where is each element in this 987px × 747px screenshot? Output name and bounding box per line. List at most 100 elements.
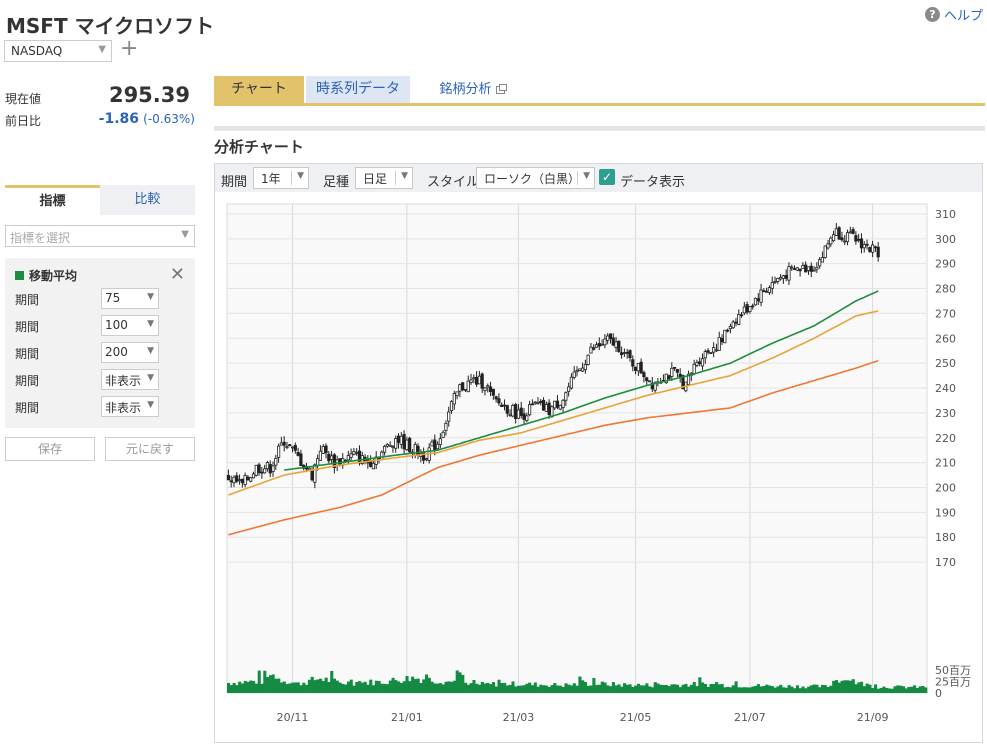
- candle-body: [603, 338, 607, 346]
- candle-body: [260, 471, 264, 474]
- stock-chart[interactable]: 20/11 21/01 21/03 21/05 21/07 21/09 310 300 290 2…: [215, 192, 982, 743]
- tab-timeseries[interactable]: 時系列データ: [306, 76, 410, 103]
- volume-bar: [673, 684, 677, 693]
- volume-bar: [874, 684, 878, 693]
- ma-period-select[interactable]: 75 ▼: [101, 288, 159, 309]
- volume-bar: [848, 680, 853, 693]
- reset-button[interactable]: 元に戻す: [105, 437, 195, 461]
- help-label: ヘルプ: [943, 9, 983, 24]
- volume-bar: [514, 686, 518, 693]
- style-value: ローソク（白黒）: [484, 172, 581, 186]
- volume-bar: [890, 688, 894, 693]
- candle-body: [324, 445, 328, 454]
- volume-bar: [781, 687, 786, 693]
- volume-bar: [681, 684, 685, 693]
- candle-body: [480, 373, 484, 389]
- moving-average-panel: 移動平均 ✕ 期間 75 ▼ 期間 100 ▼ 期間 200 ▼ 期間 非表示 ▼ 期間…: [5, 258, 195, 428]
- save-button[interactable]: 保存: [5, 437, 95, 461]
- volume-bar: [595, 684, 599, 693]
- tab-analysis[interactable]: 銘柄分析: [420, 76, 524, 103]
- foot-select[interactable]: 日足 ▼: [355, 167, 413, 189]
- ma-period-select[interactable]: 非表示 ▼: [101, 396, 159, 417]
- exchange-select[interactable]: NASDAQ ▼: [4, 40, 112, 62]
- candle-body: [770, 282, 774, 289]
- volume-bar: [709, 683, 713, 693]
- candle-body: [313, 464, 317, 483]
- indicator-select[interactable]: 指標を選択 ▼: [5, 225, 195, 247]
- volume-bar: [901, 686, 905, 693]
- volume-bar: [477, 684, 482, 693]
- volume-bar: [408, 681, 412, 693]
- ma-period-select[interactable]: 200 ▼: [101, 342, 159, 363]
- candle-body: [572, 371, 576, 378]
- volume-bar: [818, 687, 822, 693]
- ma-period-select[interactable]: 非表示 ▼: [101, 369, 159, 390]
- volume-bar: [307, 679, 311, 693]
- volume-bar: [913, 685, 917, 693]
- volume-bar: [768, 685, 772, 693]
- volume-bar: [324, 677, 328, 693]
- candle-body: [751, 305, 755, 308]
- volume-bar: [525, 683, 529, 693]
- y-tick-label: 170: [935, 556, 956, 569]
- candle-body: [737, 314, 741, 325]
- style-select[interactable]: ローソク（白黒） ▼: [476, 167, 595, 189]
- period-select[interactable]: 1年 ▼: [253, 167, 309, 189]
- tab-chart[interactable]: チャート: [214, 76, 304, 103]
- volume-bar: [355, 681, 359, 693]
- volume-bar: [862, 686, 866, 693]
- ma-period-value: 非表示: [105, 374, 142, 388]
- candle-body: [486, 385, 490, 388]
- candle-body: [511, 405, 515, 417]
- volume-bar: [570, 685, 574, 693]
- candle-body: [452, 393, 456, 405]
- volume-bar: [667, 686, 671, 693]
- add-symbol-icon[interactable]: +: [120, 36, 139, 61]
- volume-bar: [623, 683, 627, 693]
- candle-body: [776, 277, 780, 282]
- candle-body: [232, 476, 236, 484]
- period-label: 期間: [221, 175, 248, 190]
- volume-bar: [684, 683, 688, 693]
- volume-bar: [611, 682, 615, 693]
- candle-body: [382, 445, 387, 453]
- volume-bar: [706, 686, 710, 693]
- candle-body: [739, 314, 744, 317]
- volume-bar: [893, 686, 897, 693]
- volume-bar: [639, 685, 643, 693]
- chevron-down-icon: ▼: [147, 292, 154, 302]
- candle-body: [787, 266, 791, 281]
- volume-bar: [321, 680, 325, 693]
- y-tick-label: 260: [935, 332, 956, 345]
- ma-period-select[interactable]: 100 ▼: [101, 315, 159, 336]
- tab-compare[interactable]: 比較: [100, 185, 195, 215]
- candle-body: [765, 290, 769, 293]
- volume-bar: [338, 682, 342, 693]
- volume-bar: [583, 682, 588, 693]
- candle-body: [673, 366, 677, 369]
- exchange-value: NASDAQ: [11, 44, 63, 58]
- ma75-line: [284, 290, 879, 471]
- volume-bar: [558, 685, 562, 693]
- tab-indicator[interactable]: 指標: [5, 185, 100, 215]
- volume-bar: [600, 681, 604, 693]
- candle-body: [290, 446, 295, 449]
- candle-body: [865, 243, 869, 246]
- volume-bar: [701, 682, 705, 693]
- candle-body: [416, 445, 420, 456]
- candle-body: [608, 333, 613, 339]
- help-link[interactable]: ? ヘルプ: [924, 5, 983, 24]
- candle-body: [636, 363, 640, 372]
- candle-body: [829, 237, 833, 245]
- volume-tick-label: 25百万: [935, 676, 971, 689]
- candle-body: [583, 364, 587, 370]
- candle-body: [307, 467, 311, 471]
- candle-body: [539, 401, 543, 403]
- volume-bar: [483, 683, 487, 693]
- volume-bar: [539, 684, 543, 693]
- candle-body: [594, 344, 599, 348]
- volume-bar: [511, 681, 515, 693]
- close-icon[interactable]: ✕: [169, 264, 185, 285]
- data-display-checkbox[interactable]: ✓: [599, 169, 615, 185]
- volume-bar: [689, 684, 694, 693]
